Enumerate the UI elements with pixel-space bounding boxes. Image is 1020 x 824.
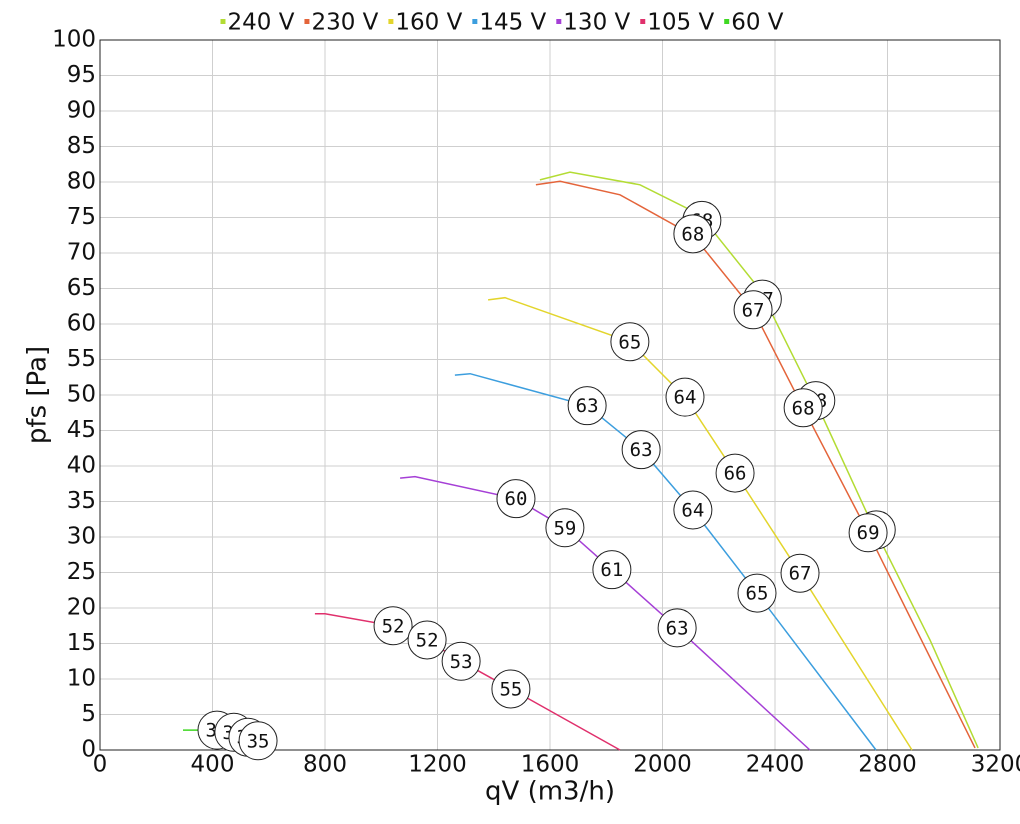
y-tick-label: 55 [67,346,96,372]
marker-label: 59 [553,517,576,539]
y-tick-label: 30 [67,524,96,550]
x-tick-label: 800 [303,752,347,778]
point-marker [238,721,278,761]
marker-label: 63 [630,439,653,461]
marker-label: 63 [576,395,599,417]
marker-label: 66 [724,463,747,485]
y-tick-label: 65 [67,275,96,301]
legend-label: 60 V [731,10,784,36]
marker-label: 52 [416,629,439,651]
series-line [314,612,621,751]
legend-label: 240 V [227,10,294,36]
marker-label: 64 [674,387,697,409]
x-tick-label: 2000 [633,752,692,778]
point-marker [491,669,531,709]
point-marker [780,553,820,593]
legend-label: 145 V [479,10,546,36]
legend-label: 160 V [395,10,462,36]
y-tick-label: 100 [52,27,96,53]
point-marker [737,573,777,613]
point-marker [848,513,888,553]
marker-label: 52 [382,615,405,637]
y-tick-label: 35 [67,488,96,514]
y-tick-label: 85 [67,133,96,159]
y-tick-label: 5 [81,701,96,727]
x-tick-label: 2800 [858,752,917,778]
point-marker [621,430,661,470]
point-marker [733,290,773,330]
legend-label: 130 V [563,10,630,36]
point-marker [567,386,607,426]
legend-swatch [640,19,646,24]
y-tick-label: 25 [67,559,96,585]
legend-swatch [556,19,562,24]
legend: 240 V 230 V 160 V 145 V 130 V 105 V 60 V [220,10,784,36]
point-marker [373,606,413,646]
marker-label: 65 [618,331,641,353]
x-tick-label: 3200 [971,752,1020,778]
point-marker [441,641,481,681]
x-tick-label: 1600 [521,752,580,778]
y-tick-label: 45 [67,417,96,443]
y-axis-title: pfs [Pa] [23,346,53,444]
point-marker [665,377,705,417]
legend-label: 230 V [311,10,378,36]
legend-swatch [472,19,478,24]
point-marker [496,479,536,519]
y-tick-label: 70 [67,240,96,266]
point-marker [673,214,713,254]
point-marker [715,453,755,493]
marker-label: 69 [857,522,880,544]
series-line [400,475,811,751]
legend-swatch [388,19,394,24]
x-tick-label: 0 [93,752,108,778]
legend-label: 105 V [647,10,714,36]
point-marker [592,550,632,590]
y-tick-label: 90 [67,98,96,124]
marker-label: 65 [746,583,769,605]
marker-label: 63 [666,617,689,639]
marker-label: 35 [247,730,270,752]
y-tick-label: 0 [81,737,96,763]
marker-label: 55 [499,678,522,700]
y-tick-label: 60 [67,311,96,337]
series-line [539,171,979,749]
point-marker [610,322,650,362]
y-tick-label: 10 [67,666,96,692]
point-marker [545,508,585,548]
y-tick-label: 40 [67,453,96,479]
y-tick-label: 75 [67,204,96,230]
plot-frame [99,39,1001,751]
marker-label: 60 [505,488,528,510]
y-tick-label: 50 [67,382,96,408]
marker-label: 61 [600,559,623,581]
point-marker [783,388,823,428]
x-axis-title: qV (m3/h) [485,777,615,807]
marker-label: 67 [742,299,765,321]
marker-label: 68 [681,223,704,245]
point-marker [657,608,697,648]
legend-swatch [220,19,226,24]
x-tick-label: 1200 [408,752,467,778]
y-tick-label: 20 [67,595,96,621]
point-marker [407,620,447,660]
y-tick-label: 95 [67,62,96,88]
y-tick-label: 80 [67,169,96,195]
legend-swatch [304,19,310,24]
marker-label: 68 [792,397,815,419]
legend-swatch [724,19,730,24]
marker-label: 53 [450,651,473,673]
y-tick-label: 15 [67,630,96,656]
x-tick-label: 2400 [746,752,805,778]
series-line [535,180,976,749]
marker-label: 64 [681,500,704,522]
marker-label: 67 [789,563,812,585]
point-marker [673,490,713,530]
x-tick-label: 400 [191,752,235,778]
